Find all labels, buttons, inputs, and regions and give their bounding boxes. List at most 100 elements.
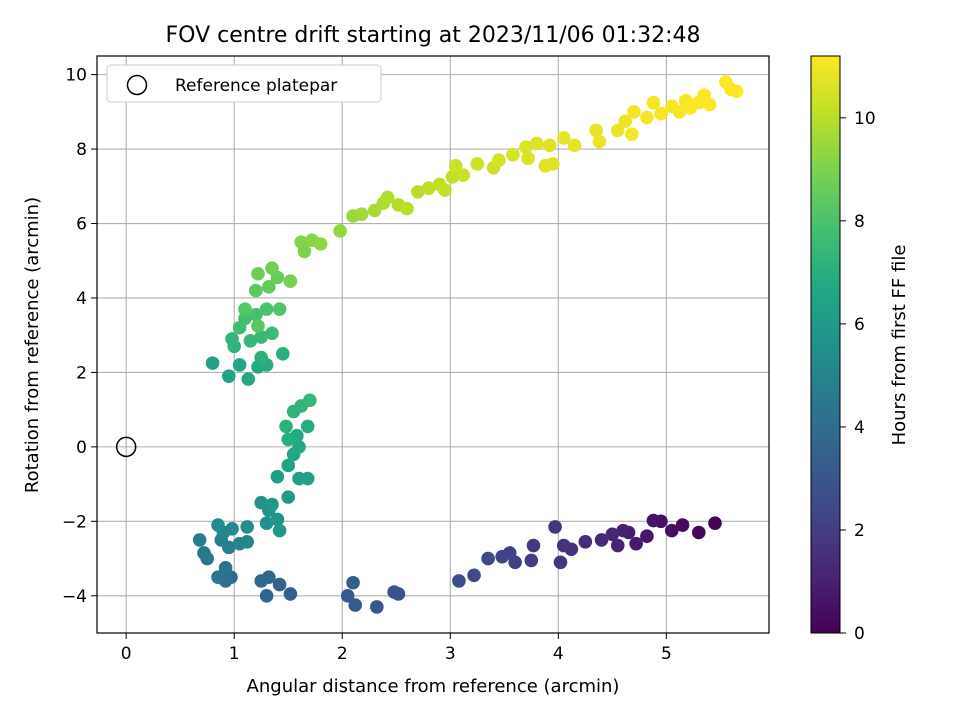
- data-point: [640, 529, 654, 544]
- data-point: [729, 84, 744, 99]
- data-point: [192, 533, 207, 547]
- data-point: [272, 523, 287, 538]
- y-tick-label: 10: [65, 66, 87, 86]
- data-point: [438, 183, 452, 197]
- data-point: [624, 127, 639, 141]
- data-point: [238, 311, 252, 326]
- colorbar-tick-label: 10: [854, 109, 876, 129]
- data-point: [470, 157, 485, 171]
- data-point: [281, 490, 296, 504]
- data-point: [240, 534, 254, 549]
- y-tick-label: 6: [76, 215, 87, 235]
- x-axis-ticks: 0 1 2 3 4 5: [121, 633, 672, 664]
- colorbar-ticks: 0 2 4 6 8 10: [840, 109, 876, 644]
- x-tick-label: 3: [445, 644, 456, 664]
- data-point: [411, 185, 425, 199]
- data-point: [524, 553, 539, 568]
- data-point: [578, 534, 593, 549]
- data-point: [526, 538, 541, 553]
- data-point: [370, 600, 384, 614]
- data-point: [313, 237, 328, 251]
- data-point: [589, 123, 603, 138]
- data-point: [542, 138, 557, 153]
- data-point: [445, 170, 460, 184]
- data-point: [294, 235, 308, 249]
- reference-marker: [115, 436, 137, 458]
- data-point: [283, 274, 298, 289]
- y-tick-label: 4: [76, 289, 87, 309]
- data-point: [303, 393, 317, 408]
- data-point: [456, 168, 471, 182]
- data-point: [521, 151, 535, 166]
- data-point: [708, 516, 722, 530]
- data-point: [610, 123, 625, 138]
- data-point: [251, 319, 265, 333]
- data-point: [664, 523, 679, 538]
- colorbar-tick-label: 6: [854, 315, 865, 335]
- data-point: [702, 97, 717, 112]
- data-point: [240, 520, 254, 534]
- data-point: [387, 585, 401, 599]
- data-point: [232, 358, 247, 372]
- x-tick-label: 2: [337, 644, 348, 664]
- data-point: [265, 497, 279, 512]
- colorbar-gradient: [810, 55, 841, 634]
- data-point: [249, 307, 263, 322]
- y-axis-ticks: −4 −2 0 2 4 6 8 10: [62, 66, 97, 607]
- data-point: [400, 201, 414, 216]
- y-tick-label: −4: [62, 587, 87, 607]
- data-point: [254, 350, 269, 365]
- data-point: [238, 302, 252, 316]
- data-point: [452, 574, 466, 588]
- data-point: [211, 518, 225, 532]
- data-point: [259, 588, 274, 603]
- data-point: [672, 105, 687, 119]
- x-axis-label: Angular distance from reference (arcmin): [247, 676, 620, 697]
- data-point: [265, 326, 279, 341]
- data-point: [340, 588, 355, 603]
- colorbar-tick-label: 2: [854, 521, 865, 541]
- data-points: [192, 75, 744, 614]
- data-point: [492, 153, 506, 168]
- data-point: [272, 302, 287, 316]
- data-point: [594, 533, 609, 547]
- chart-title: FOV centre drift starting at 2023/11/06 …: [166, 23, 701, 48]
- y-axis-label: Rotation from reference (arcmin): [22, 197, 43, 493]
- data-point: [346, 575, 360, 590]
- data-point: [556, 131, 571, 145]
- data-point: [225, 332, 239, 346]
- y-tick-label: −2: [62, 512, 87, 532]
- x-tick-label: 5: [661, 644, 672, 664]
- data-point: [243, 333, 258, 348]
- data-point: [225, 521, 239, 536]
- data-point: [222, 540, 236, 555]
- legend: Reference platepar: [106, 64, 382, 103]
- data-point: [270, 512, 285, 527]
- data-point: [205, 356, 220, 370]
- data-point: [222, 369, 236, 383]
- plot-frame: [96, 55, 770, 634]
- data-point: [333, 224, 347, 238]
- legend-label: Reference platepar: [175, 76, 337, 96]
- data-point: [556, 538, 571, 553]
- data-point: [616, 523, 630, 538]
- data-point: [467, 568, 481, 583]
- data-point: [627, 105, 641, 119]
- data-point: [646, 95, 661, 110]
- data-point: [300, 419, 315, 434]
- data-point: [197, 546, 211, 560]
- colorbar-tick-label: 4: [854, 418, 865, 438]
- data-point: [270, 469, 285, 484]
- data-point: [281, 458, 296, 473]
- x-tick-label: 4: [553, 644, 564, 664]
- colorbar-tick-label: 0: [854, 624, 865, 644]
- data-point: [646, 513, 661, 528]
- colorbar: 0 2 4 6 8 10 Hours from first FF file: [810, 55, 910, 644]
- grid-lines: [97, 56, 769, 633]
- data-point: [506, 147, 520, 162]
- data-point: [251, 266, 265, 281]
- data-point: [592, 134, 607, 149]
- y-tick-label: 8: [76, 140, 87, 160]
- data-point: [279, 419, 293, 434]
- data-point: [261, 280, 276, 294]
